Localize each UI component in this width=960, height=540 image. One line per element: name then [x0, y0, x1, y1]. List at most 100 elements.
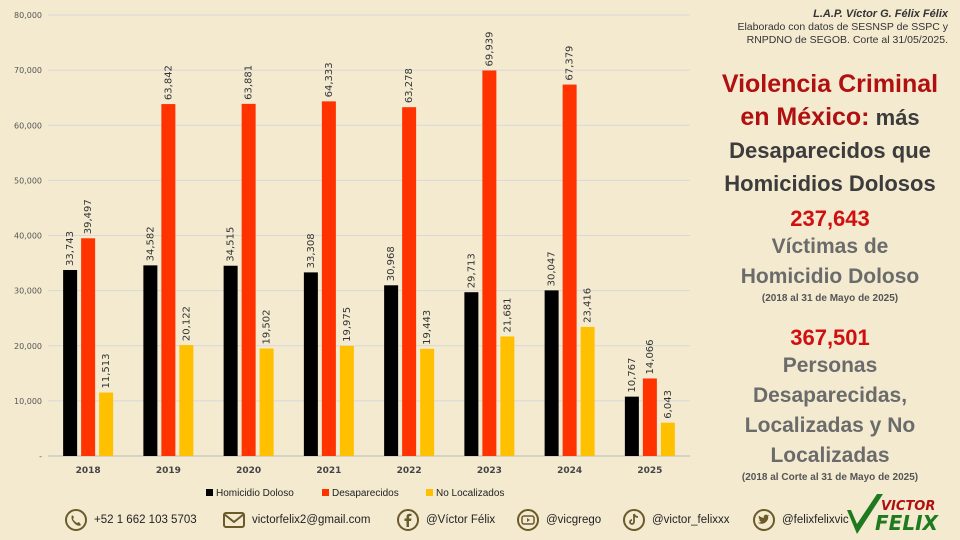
- bar-chart: - 10,000 20,000 30,000 40,000 50,000 60,000 70,…: [14, 11, 690, 499]
- data-label: 29,713: [466, 253, 477, 288]
- contact-twitter-text: @felixfelixvic: [782, 514, 849, 526]
- stat-homicides-label1: Víctimas de: [771, 235, 889, 258]
- bar-2018-1: [81, 238, 96, 456]
- bar-2025-1: [642, 378, 657, 456]
- bar-2021-1: [321, 101, 336, 457]
- data-label: 67,379: [565, 46, 576, 81]
- data-label: 33,308: [306, 233, 317, 268]
- y-tick-label: 30,000: [14, 287, 42, 296]
- headline-line2-red: en México:: [740, 103, 870, 131]
- stat-missing-note: (2018 al Corte al 31 de Mayo de 2025): [741, 472, 919, 483]
- data-label: 14,066: [645, 339, 656, 374]
- data-label: 33,743: [65, 231, 76, 266]
- bar-2024-0: [544, 290, 559, 456]
- bar-2025-2: [660, 422, 675, 456]
- y-tick-label: 20,000: [14, 342, 42, 351]
- logo-line2: FELIX: [875, 511, 940, 535]
- x-tick-label: 2023: [477, 466, 502, 476]
- bar-2022-0: [384, 285, 399, 456]
- x-tick-label: 2018: [76, 466, 101, 476]
- bar-2019-1: [161, 104, 176, 456]
- bar-2023-2: [500, 336, 515, 456]
- contact-email-text: victorfelix2@gmail.com: [252, 514, 371, 526]
- legend-swatch: [206, 489, 213, 496]
- stat-missing-label2: Desaparecidas,: [752, 384, 908, 407]
- contact-email[interactable]: victorfelix2@gmail.com: [222, 508, 370, 532]
- headline-line3: Desaparecidos que: [729, 138, 931, 163]
- stat-homicides-number: 237,643: [790, 206, 870, 231]
- logo-line1: VICTOR: [881, 499, 935, 514]
- stat-homicides-note: (2018 al 31 de Mayo de 2025): [761, 293, 899, 304]
- data-label: 10,767: [627, 358, 638, 393]
- bar-2025-0: [624, 396, 639, 456]
- x-axis: 2018 2019 2020 2021 2022 2023 2024 2025: [76, 466, 663, 476]
- bar-2024-1: [562, 84, 577, 456]
- tiktok-icon: [623, 509, 645, 531]
- headline: Violencia Criminal en México: más Desapa…: [708, 68, 952, 200]
- data-label: 30,047: [547, 251, 558, 286]
- bar-2023-1: [482, 70, 497, 456]
- credit-source-line2: RNPDNO de SEGOB. Corte al 31/05/2025.: [746, 34, 948, 46]
- stat-missing: 367,501 Personas Desaparecidas, Localiza…: [700, 325, 960, 485]
- legend-swatch: [426, 489, 433, 496]
- contact-tiktok-text: @victor_felixxx: [652, 514, 730, 526]
- contact-phone-text: +52 1 662 103 5703: [94, 514, 197, 526]
- data-label: 20,122: [181, 306, 192, 341]
- y-tick-label: 60,000: [14, 121, 42, 130]
- data-label: 19,975: [342, 307, 353, 342]
- x-tick-label: 2021: [316, 466, 341, 476]
- stat-missing-label1: Personas: [782, 354, 878, 377]
- youtube-icon: [517, 509, 539, 531]
- data-label: 69,939: [484, 31, 495, 66]
- bar-2020-2: [259, 348, 274, 456]
- contact-facebook[interactable]: @Víctor Félix: [396, 508, 495, 532]
- bar-2023-0: [464, 292, 479, 456]
- y-axis: - 10,000 20,000 30,000 40,000 50,000 60,000 70,…: [14, 11, 42, 461]
- y-tick-label: 10,000: [14, 397, 42, 406]
- headline-line1: Violencia Criminal: [721, 70, 939, 98]
- stat-missing-label3: Localizadas y No: [744, 414, 916, 437]
- headline-line2: en México: más: [708, 101, 952, 134]
- bar-2018-0: [63, 269, 78, 456]
- data-label: 6,043: [663, 390, 674, 419]
- y-tick-label: 80,000: [14, 11, 42, 20]
- x-tick-label: 2024: [557, 466, 582, 476]
- data-label: 11,513: [101, 354, 112, 389]
- bar-2021-2: [339, 345, 354, 456]
- facebook-icon: [397, 509, 419, 531]
- contact-youtube[interactable]: @vicgrego: [516, 508, 601, 532]
- stat-homicides: 237,643 Víctimas de Homicidio Doloso (20…: [700, 206, 960, 306]
- contact-twitter[interactable]: @felixfelixvic: [752, 508, 849, 532]
- right-panel: L.A.P. Víctor G. Félix Félix Elaborado c…: [700, 0, 960, 500]
- victor-felix-logo: VICTOR FELIX: [847, 494, 940, 535]
- contact-tiktok[interactable]: @victor_felixxx: [622, 508, 730, 532]
- contact-facebook-text: @Víctor Félix: [426, 514, 496, 526]
- headline-line4: Homicidios Dolosos: [724, 171, 936, 196]
- contact-phone[interactable]: +52 1 662 103 5703: [64, 508, 197, 532]
- whatsapp-icon: [65, 509, 87, 531]
- bar-2022-2: [420, 348, 435, 456]
- checkmark-logo-icon: [847, 494, 883, 534]
- bar-2018-2: [99, 392, 114, 456]
- data-label: 63,278: [404, 68, 415, 103]
- y-tick-label: 70,000: [14, 66, 42, 75]
- x-tick-label: 2020: [236, 466, 261, 476]
- x-tick-label: 2022: [397, 466, 422, 476]
- data-label: 23,416: [583, 288, 594, 323]
- y-tick-label: -: [39, 452, 42, 461]
- bar-2024-2: [580, 326, 595, 456]
- chart-bars: 33,743 39,497 11,513 34,582 63,842 20,122 34,5…: [63, 31, 675, 457]
- x-tick-label: 2025: [637, 466, 662, 476]
- bar-2020-0: [223, 265, 238, 456]
- data-label: 64,333: [324, 62, 335, 97]
- data-label: 63,881: [244, 65, 255, 100]
- contact-youtube-text: @vicgrego: [546, 514, 602, 526]
- x-tick-label: 2019: [156, 466, 181, 476]
- headline-line2-dark: más: [869, 105, 920, 130]
- data-label: 34,515: [226, 227, 237, 262]
- footer-contacts: +52 1 662 103 5703 victorfelix2@gmail.co…: [0, 500, 960, 540]
- stat-missing-number: 367,501: [790, 325, 870, 350]
- data-label: 63,842: [163, 65, 174, 100]
- bar-2020-1: [241, 103, 256, 456]
- credit-block: L.A.P. Víctor G. Félix Félix Elaborado c…: [708, 8, 948, 47]
